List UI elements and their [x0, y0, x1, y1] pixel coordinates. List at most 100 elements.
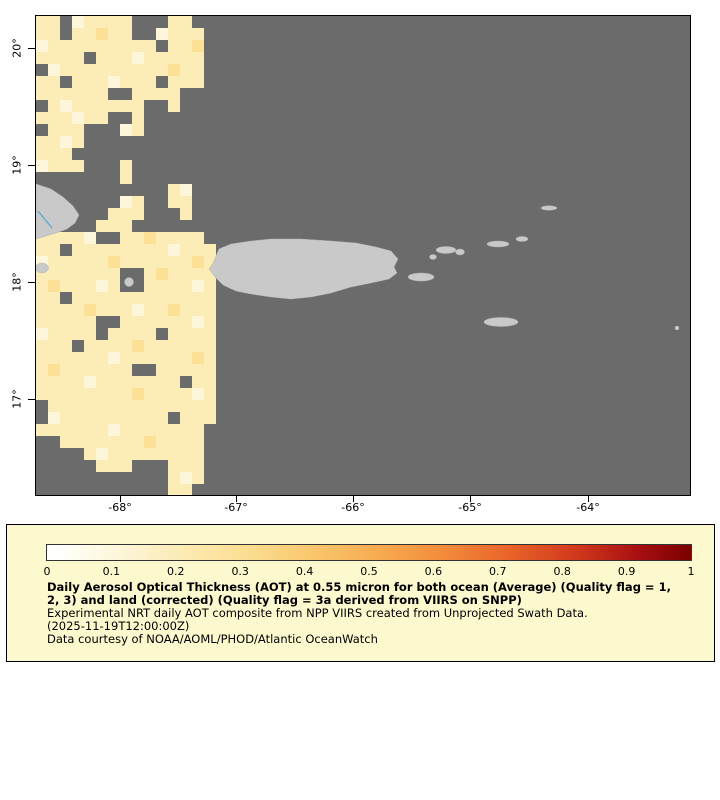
aot-cell — [36, 28, 48, 40]
st-thomas-island — [435, 246, 457, 254]
aot-cell — [36, 112, 48, 124]
aot-cell — [180, 436, 192, 448]
aot-cell — [48, 328, 60, 340]
aot-cell — [192, 364, 204, 376]
mona-island — [124, 277, 134, 287]
aot-cell — [120, 448, 132, 460]
colorbar-tick-label: 0.4 — [295, 565, 314, 578]
aot-cell — [96, 436, 108, 448]
aot-cell — [48, 352, 60, 364]
aot-cell — [144, 400, 156, 412]
aot-cell — [72, 136, 84, 148]
aot-cell — [180, 16, 192, 28]
aot-cell — [36, 316, 48, 328]
aot-cell — [156, 412, 168, 424]
st-croix-island — [483, 317, 519, 327]
colorbar-tick-label: 0.1 — [102, 565, 121, 578]
aot-cell — [156, 340, 168, 352]
aot-cell — [132, 232, 144, 244]
aot-cell — [60, 352, 72, 364]
aot-cell — [168, 460, 180, 472]
aot-cell — [168, 88, 180, 100]
aot-cell — [60, 88, 72, 100]
aot-cell — [96, 52, 108, 64]
aot-cell — [180, 184, 192, 196]
lat-tick-mark — [28, 48, 35, 49]
lon-tick-mark — [236, 496, 237, 502]
aot-cell — [180, 460, 192, 472]
aot-cell — [72, 352, 84, 364]
colorbar-tick-label: 0.8 — [553, 565, 571, 578]
aot-cell — [156, 64, 168, 76]
aot-cell — [156, 88, 168, 100]
aot-cell — [108, 412, 120, 424]
aot-cell — [96, 280, 108, 292]
aot-cell — [96, 76, 108, 88]
aot-cell — [120, 100, 132, 112]
aot-cell — [60, 412, 72, 424]
legend-text-line: Data courtesy of NOAA/AOML/PHOD/Atlantic… — [47, 632, 378, 646]
aot-cell — [192, 28, 204, 40]
colorbar-tick-label: 0.3 — [231, 565, 249, 578]
aot-cell — [180, 472, 192, 484]
aot-cell — [108, 364, 120, 376]
aot-cell — [168, 376, 180, 388]
lat-tick-mark — [28, 282, 35, 283]
aot-cell — [108, 352, 120, 364]
aot-cell — [84, 244, 96, 256]
aot-cell — [168, 472, 180, 484]
aot-cell — [72, 244, 84, 256]
aot-cell — [120, 316, 132, 328]
aot-cell — [84, 412, 96, 424]
aot-cell — [192, 256, 204, 268]
aot-cell — [84, 40, 96, 52]
aot-cell — [132, 424, 144, 436]
aot-cell — [168, 328, 180, 340]
aot-cell — [72, 28, 84, 40]
aot-cell — [180, 196, 192, 208]
aot-cell — [96, 304, 108, 316]
aot-cell — [144, 376, 156, 388]
aot-cell — [36, 364, 48, 376]
virgin-gorda-island — [515, 236, 529, 242]
aot-cell — [144, 340, 156, 352]
aot-cell — [180, 484, 192, 495]
aot-cell — [36, 160, 48, 172]
colorbar-tick-label: 0.2 — [167, 565, 185, 578]
aot-cell — [72, 316, 84, 328]
aot-cell — [36, 280, 48, 292]
aot-cell — [180, 400, 192, 412]
aot-cell — [192, 64, 204, 76]
aot-cell — [132, 412, 144, 424]
aot-cell — [144, 412, 156, 424]
aot-cell — [168, 340, 180, 352]
aot-cell — [72, 328, 84, 340]
aot-cell — [60, 400, 72, 412]
aot-cell — [84, 436, 96, 448]
aot-cell — [108, 292, 120, 304]
lat-tick-label: 18° — [10, 272, 24, 292]
aot-cell — [180, 76, 192, 88]
aot-cell — [120, 436, 132, 448]
aot-cell — [180, 304, 192, 316]
aot-cell — [108, 400, 120, 412]
aot-cell — [60, 40, 72, 52]
aot-cell — [168, 40, 180, 52]
aot-cell — [60, 148, 72, 160]
aot-layer — [36, 16, 690, 495]
lat-tick-mark — [28, 165, 35, 166]
aot-cell — [60, 340, 72, 352]
aot-cell — [84, 64, 96, 76]
lon-tick-label: -66° — [341, 501, 365, 514]
aot-cell — [84, 316, 96, 328]
aot-cell — [60, 232, 72, 244]
aot-cell — [144, 52, 156, 64]
aot-cell — [132, 208, 144, 220]
aot-cell — [36, 148, 48, 160]
aot-cell — [192, 448, 204, 460]
aot-cell — [120, 64, 132, 76]
aot-cell — [156, 52, 168, 64]
aot-cell — [108, 304, 120, 316]
aot-cell — [132, 196, 144, 208]
